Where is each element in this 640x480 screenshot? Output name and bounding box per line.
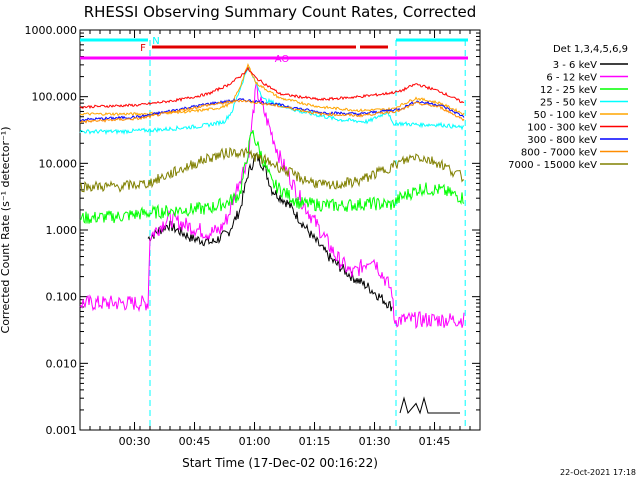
- y-tick-label: 1.000: [46, 224, 78, 237]
- legend-label: 3 - 6 keV: [553, 60, 597, 71]
- series-line: [147, 152, 393, 312]
- legend-label: 300 - 800 keV: [527, 135, 597, 146]
- series-line: [80, 99, 465, 124]
- x-tick-label: 01:45: [419, 435, 451, 448]
- x-tick-label: 00:45: [179, 435, 211, 448]
- series-line: [79, 83, 465, 330]
- series-line: [79, 63, 465, 117]
- x-tick-label: 00:30: [119, 435, 151, 448]
- flag-label: N: [152, 36, 159, 47]
- legend-title: Det 1,3,4,5,6,9: [553, 44, 628, 55]
- x-tick-label: 01:00: [239, 435, 271, 448]
- y-tick-label: 10.000: [39, 157, 78, 170]
- legend-label: 12 - 25 keV: [540, 85, 597, 96]
- series-group: [79, 63, 465, 415]
- y-tick-label: 0.010: [46, 357, 78, 370]
- series-line: [79, 66, 465, 110]
- y-tick-label: 0.100: [46, 291, 78, 304]
- y-tick-label: 1000.000: [25, 24, 78, 37]
- legend-label: 25 - 50 keV: [540, 98, 597, 109]
- legend-label: 100 - 300 keV: [527, 123, 597, 134]
- y-axis-label: Corrected Count Rate (s⁻¹ detector⁻¹): [0, 127, 12, 334]
- series-line: [79, 146, 465, 193]
- y-tick-label: 100.000: [32, 91, 78, 104]
- flag-label: F: [140, 43, 146, 54]
- x-tick-label: 01:30: [359, 435, 391, 448]
- chart-title: RHESSI Observing Summary Count Rates, Co…: [84, 3, 477, 21]
- legend-label: 50 - 100 keV: [534, 110, 598, 121]
- y-tick-label: 0.001: [46, 424, 78, 437]
- legend-label: 6 - 12 keV: [546, 73, 597, 84]
- legend-label: 800 - 7000 keV: [521, 148, 597, 159]
- series-tail-line: [399, 396, 460, 415]
- flag-label: AO: [275, 54, 290, 65]
- x-tick-label: 01:15: [299, 435, 331, 448]
- axis-ticks: 1000.000 100.000 10.000 1.000 0.100 0.010 0.00…: [25, 24, 481, 448]
- legend-label: 7000 - 15000 keV: [508, 160, 597, 171]
- plot-area: [79, 29, 481, 431]
- footer-date: 22-Oct-2021 17:18: [560, 468, 636, 477]
- x-axis-label: Start Time (17-Dec-02 00:16:22): [182, 456, 378, 470]
- series-line: [79, 130, 465, 224]
